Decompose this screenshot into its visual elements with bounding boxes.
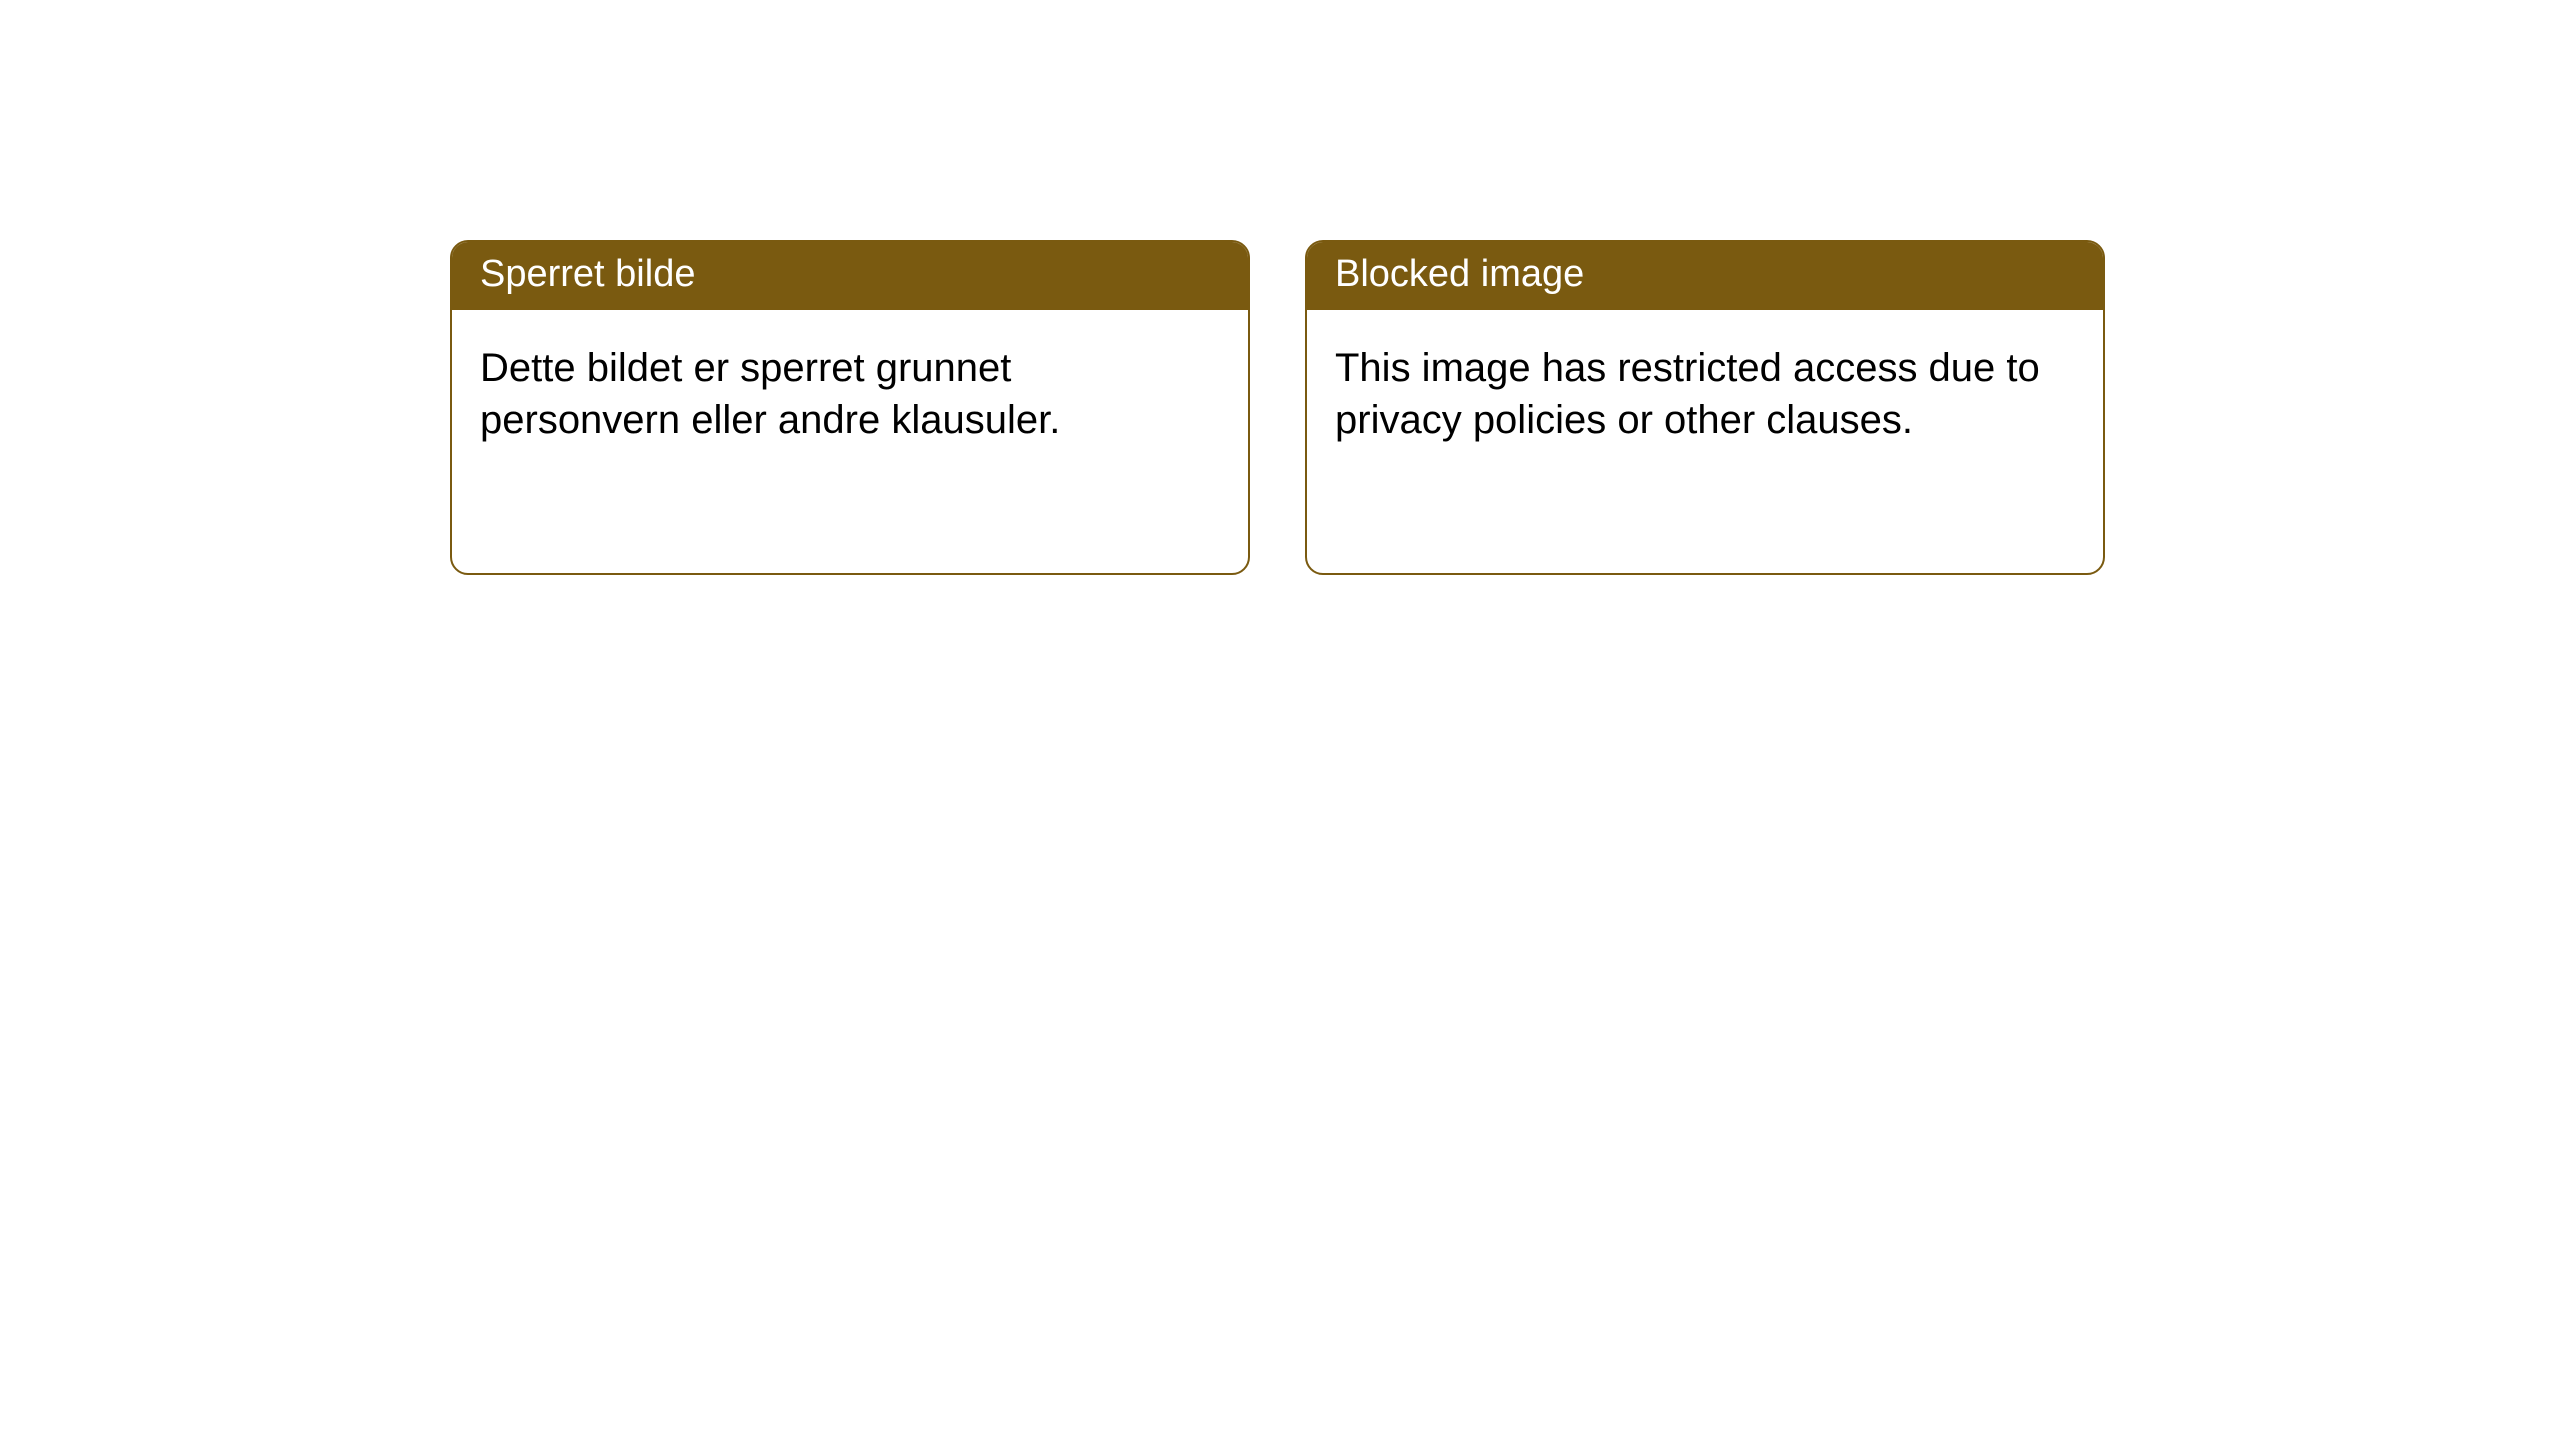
card-body: This image has restricted access due to …	[1307, 310, 2103, 478]
card-body-text: This image has restricted access due to …	[1335, 346, 2040, 442]
card-header: Blocked image	[1307, 242, 2103, 310]
card-header: Sperret bilde	[452, 242, 1248, 310]
card-title: Sperret bilde	[480, 253, 695, 295]
notice-container: Sperret bilde Dette bildet er sperret gr…	[450, 240, 2105, 575]
card-body-text: Dette bildet er sperret grunnet personve…	[480, 346, 1060, 442]
card-body: Dette bildet er sperret grunnet personve…	[452, 310, 1248, 478]
notice-card-norwegian: Sperret bilde Dette bildet er sperret gr…	[450, 240, 1250, 575]
notice-card-english: Blocked image This image has restricted …	[1305, 240, 2105, 575]
card-title: Blocked image	[1335, 253, 1584, 295]
